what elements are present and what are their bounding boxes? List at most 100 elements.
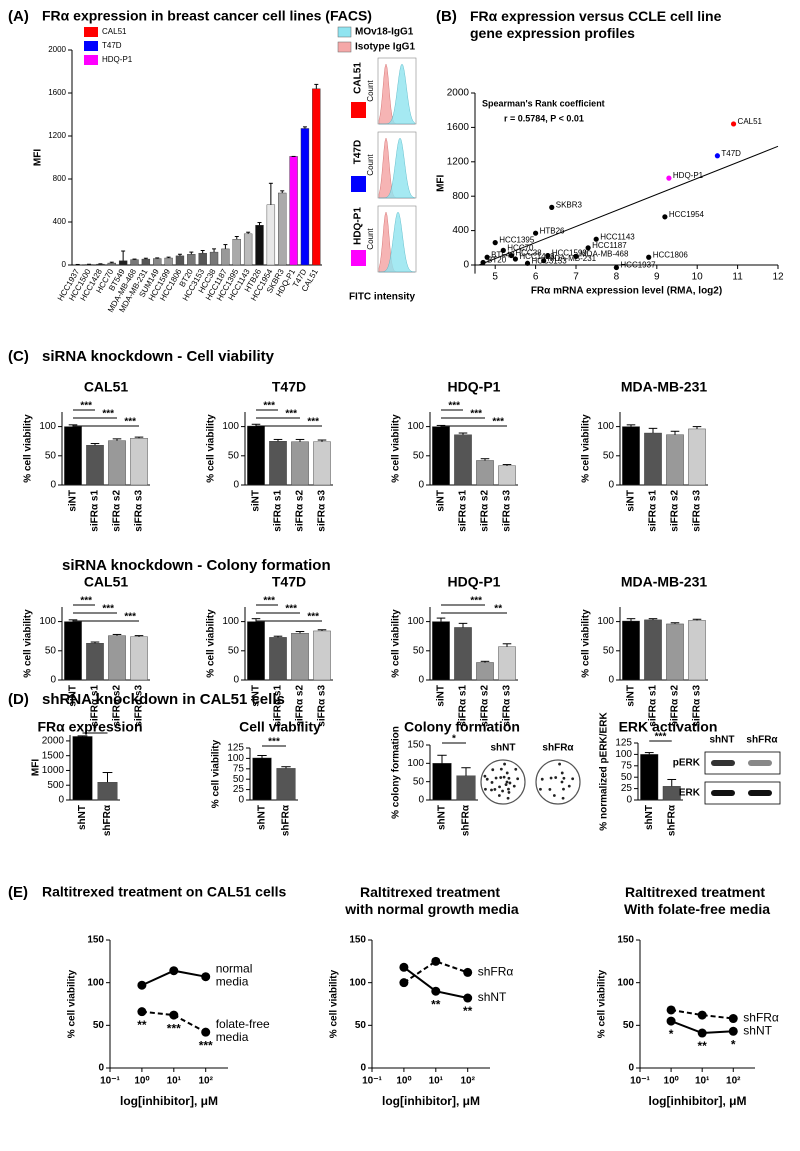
image-label: shFRα	[542, 743, 574, 754]
x-tick-label: siNT	[626, 685, 637, 707]
chart-title: FRα expression in breast cancer cell lin…	[42, 8, 372, 24]
x-tick-label: siNT	[68, 490, 79, 512]
y-axis-label: % cell viability	[211, 739, 222, 808]
marker	[431, 956, 441, 966]
x-tick-label: shFRα	[281, 804, 292, 836]
y-axis-label: MFI	[31, 759, 42, 776]
point-label: HCC1428	[519, 252, 555, 261]
chart-title: ERK activation	[619, 719, 718, 735]
bar	[622, 620, 640, 681]
x-tick-label: 8	[614, 272, 620, 283]
colony	[504, 783, 508, 786]
annotation: r = 0.5784, P < 0.01	[504, 113, 584, 123]
series-label: shFRα	[478, 965, 514, 979]
y-tick-label: 2000	[48, 45, 66, 54]
significance-label: **	[698, 1039, 708, 1053]
x-tick-label: siNT	[626, 490, 637, 512]
point	[573, 253, 579, 259]
colony	[503, 762, 506, 766]
bar	[97, 782, 118, 801]
significance-label: ***	[655, 732, 667, 743]
chart-title: CAL51	[84, 574, 129, 590]
bar	[456, 775, 476, 801]
x-tick-label: 10¹	[429, 1076, 444, 1087]
legend-label: MOv18-IgG1	[355, 27, 414, 38]
x-tick-label: 10⁰	[134, 1076, 149, 1087]
bar	[666, 623, 684, 681]
y-tick-label: 100	[407, 616, 424, 627]
y-axis-label: % cell viability	[206, 414, 217, 483]
row-color	[351, 250, 366, 266]
x-tick-label: siFRα s3	[134, 685, 145, 727]
chart-title: Raltitrexed treatment on CAL51 cells	[42, 884, 287, 900]
y-tick-label: 0	[608, 480, 614, 491]
y-tick-label: 50	[45, 450, 57, 461]
chart-title: MDA-MB-231	[621, 379, 708, 395]
chart-title: HDQ-P1	[448, 379, 501, 395]
significance-label: ***	[307, 612, 319, 623]
colony	[501, 789, 504, 793]
x-tick-label: 12	[772, 272, 784, 283]
y-tick-label: 100	[222, 421, 239, 432]
x-axis-label: FRα mRNA expression level (RMA, log2)	[531, 286, 722, 297]
histogram-x-label: FITC intensity	[349, 292, 416, 303]
x-tick-label: 5	[492, 272, 498, 283]
x-tick-label: 6	[533, 272, 539, 283]
blot-frame	[704, 781, 781, 805]
panel-label: (D)	[8, 691, 29, 708]
band	[711, 790, 735, 796]
colony	[483, 774, 487, 778]
y-tick-label: 75	[233, 763, 245, 774]
significance-label: ***	[124, 417, 136, 428]
y-tick-label: 0	[608, 675, 614, 686]
significance-label: ***	[124, 612, 136, 623]
colony	[554, 776, 558, 779]
colony	[507, 776, 511, 780]
x-tick-label: siFRα s2	[480, 685, 491, 727]
y-tick-label: 0	[233, 675, 239, 686]
significance-label: **	[137, 1018, 147, 1032]
point	[662, 214, 668, 220]
x-tick-label: siFRα s1	[273, 685, 284, 727]
chart-title: CAL51	[84, 379, 129, 395]
series-label: shNT	[743, 1023, 772, 1037]
x-axis-label: log[inhibitor], μM	[382, 1094, 480, 1108]
y-tick-label: 75	[621, 760, 633, 771]
colony	[562, 776, 566, 780]
colony	[507, 791, 511, 794]
colony	[549, 776, 553, 780]
lane-label: shNT	[710, 735, 735, 746]
y-tick-label: 50	[355, 1020, 367, 1031]
y-tick-label: 800	[452, 191, 469, 202]
panel-label: (B)	[436, 8, 457, 25]
y-tick-label: 0	[418, 795, 424, 806]
chart-title: T47D	[272, 379, 306, 395]
bar	[432, 763, 452, 801]
histogram-mov18	[378, 137, 416, 199]
bar	[108, 440, 126, 486]
legend-label: HDQ-P1	[102, 55, 133, 64]
x-tick-label: 10²	[460, 1076, 475, 1087]
significance-label: ***	[263, 596, 275, 607]
legend-label: Isotype IgG1	[355, 42, 415, 53]
colony	[498, 785, 501, 789]
bar	[64, 621, 82, 681]
significance-label: ***	[285, 409, 297, 420]
legend-swatch	[337, 41, 352, 53]
marker	[463, 993, 473, 1003]
colony	[567, 784, 571, 788]
significance-label: ***	[80, 401, 92, 412]
point	[593, 236, 599, 242]
x-tick-label: siFRα s1	[648, 490, 659, 532]
y-tick-label: 1600	[48, 88, 66, 97]
chart-title: Raltitrexed treatment with normal growth…	[344, 884, 519, 917]
x-tick-label: siFRα s2	[112, 490, 123, 532]
panel-label: (E)	[8, 884, 28, 901]
y-tick-label: 100	[87, 977, 104, 988]
histogram-mov18	[378, 211, 416, 273]
bar	[291, 633, 309, 681]
bar	[454, 627, 472, 681]
significance-label: ***	[268, 737, 280, 748]
y-axis-label: % cell viability	[67, 969, 78, 1038]
